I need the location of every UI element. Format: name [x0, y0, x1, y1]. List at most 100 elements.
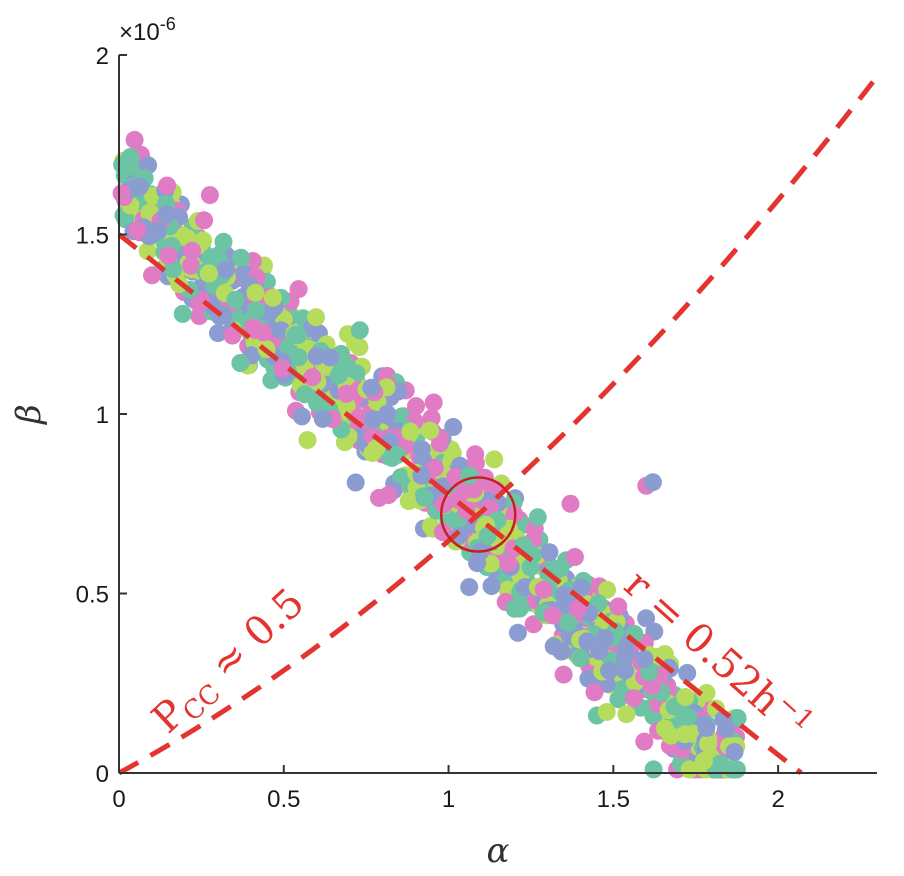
data-point	[697, 684, 716, 702]
data-point	[635, 732, 654, 751]
multiplier-base: ×10	[119, 19, 160, 46]
data-point	[617, 705, 636, 724]
data-point	[379, 486, 398, 504]
data-point	[637, 609, 656, 628]
data-point	[263, 288, 282, 307]
data-point	[481, 554, 500, 573]
data-point	[421, 421, 440, 440]
data-point	[552, 642, 571, 661]
data-point	[728, 709, 747, 727]
data-point	[555, 585, 574, 604]
data-point	[723, 760, 742, 779]
data-point	[362, 378, 381, 397]
data-point	[195, 211, 214, 230]
data-point	[612, 680, 631, 699]
data-point	[643, 676, 662, 695]
data-point	[543, 606, 562, 625]
data-point	[424, 393, 443, 412]
data-point	[644, 760, 663, 779]
data-point	[643, 473, 662, 492]
data-point	[595, 629, 614, 647]
pcc-line-label: PCC ≈ 0.5	[143, 580, 316, 746]
data-point	[292, 407, 311, 426]
y-tick-label-2: 1	[96, 402, 109, 429]
data-point	[143, 266, 161, 285]
data-point	[295, 385, 314, 404]
data-point	[364, 410, 383, 429]
data-point	[313, 409, 332, 428]
data-point	[112, 184, 131, 203]
data-point	[307, 347, 326, 366]
x-tick-label-2: 1	[442, 786, 455, 813]
data-point	[624, 689, 643, 708]
data-point	[164, 260, 183, 279]
data-point	[273, 359, 292, 378]
data-point	[694, 752, 713, 770]
y-tick-label-0: 0	[96, 761, 109, 788]
data-point	[391, 468, 410, 487]
data-point	[253, 323, 272, 342]
data-point	[554, 665, 573, 684]
data-point	[209, 324, 227, 343]
data-point	[183, 241, 202, 260]
fit-lines	[117, 74, 879, 776]
data-point	[655, 719, 674, 738]
axis-labels: α β ×10-6	[9, 14, 510, 871]
data-point	[158, 176, 177, 195]
data-point	[289, 348, 308, 367]
x-tick-label-3: 1.5	[597, 786, 630, 813]
x-tick-label-1: 0.5	[267, 786, 300, 813]
data-point	[130, 177, 149, 196]
data-point	[460, 578, 479, 597]
data-point	[435, 495, 453, 514]
data-point	[232, 248, 250, 267]
data-point	[572, 578, 591, 597]
y-axis-label: β	[9, 404, 49, 426]
data-point	[347, 364, 366, 383]
data-point	[329, 366, 348, 385]
y-tick-label-4: 2	[96, 43, 109, 70]
data-point	[407, 397, 425, 416]
data-point	[226, 290, 245, 309]
data-point	[598, 580, 617, 599]
data-point	[200, 186, 219, 205]
data-point	[378, 404, 397, 423]
data-point	[182, 256, 200, 275]
data-point	[401, 422, 420, 441]
data-point	[485, 450, 504, 469]
data-point	[138, 242, 157, 261]
data-point	[565, 548, 584, 566]
data-point	[289, 280, 308, 299]
data-point	[678, 664, 697, 682]
data-point	[350, 321, 369, 340]
data-point	[231, 354, 250, 372]
intersection-circle	[439, 476, 517, 553]
data-point	[600, 661, 619, 680]
data-point	[616, 638, 635, 656]
y-axis-multiplier: ×10-6	[119, 14, 176, 46]
data-point	[298, 431, 317, 450]
data-point	[559, 613, 578, 632]
data-point	[516, 578, 535, 597]
data-point	[350, 338, 369, 357]
data-point	[148, 221, 167, 240]
data-point	[697, 718, 716, 737]
data-point	[289, 326, 308, 345]
data-point	[173, 304, 192, 323]
data-point	[321, 348, 339, 367]
data-point	[412, 440, 431, 459]
data-point	[616, 661, 635, 680]
data-point	[303, 368, 322, 387]
x-axis-label: α	[487, 831, 510, 871]
data-point	[571, 649, 590, 668]
data-point	[725, 743, 744, 761]
data-point	[534, 580, 553, 599]
data-point	[199, 264, 218, 283]
r-fit-line	[117, 232, 803, 775]
data-point	[465, 480, 483, 499]
data-point	[125, 130, 144, 149]
x-tick-label-4: 2	[771, 786, 784, 813]
data-point	[216, 260, 235, 279]
data-point	[246, 283, 265, 302]
